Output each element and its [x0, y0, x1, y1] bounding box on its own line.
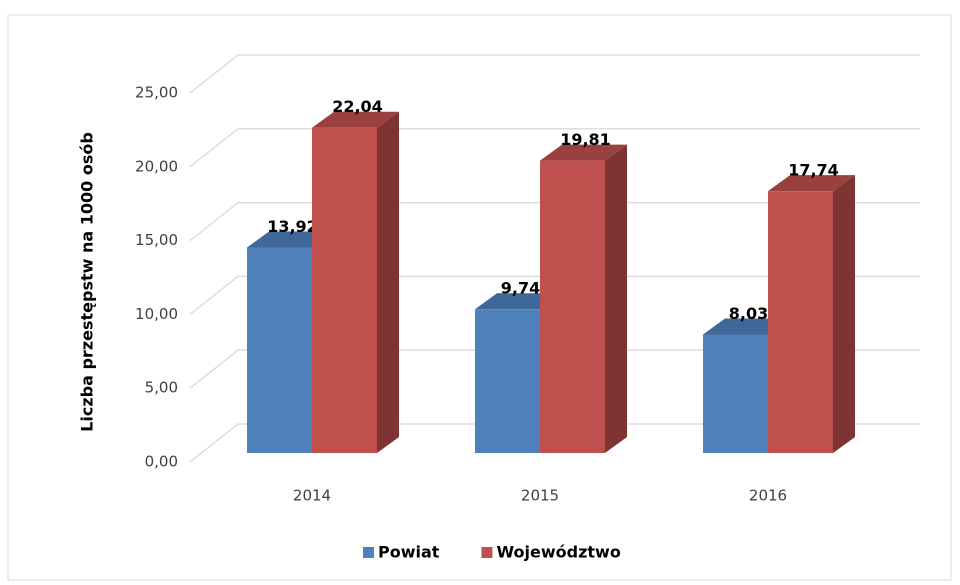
bar [540, 160, 605, 453]
x-tick-label: 2014 [293, 487, 331, 505]
bar [703, 334, 768, 453]
bar [312, 127, 377, 453]
bar [768, 191, 833, 453]
data-label: 17,74 [788, 161, 839, 180]
bar-side [833, 175, 855, 453]
grid-line [189, 201, 920, 242]
bar-side [377, 111, 399, 453]
y-tick-label: 10,00 [135, 305, 178, 323]
x-tick-label: 2015 [521, 487, 559, 505]
grid-line [189, 423, 920, 463]
y-tick-label: 20,00 [135, 157, 178, 175]
bar-side [605, 144, 627, 453]
grid-line [189, 54, 920, 94]
data-label: 22,04 [332, 97, 383, 116]
data-label: 8,03 [729, 304, 768, 323]
data-label: 9,74 [501, 279, 540, 298]
legend-label: Województwo [496, 543, 620, 562]
grid-line [189, 275, 920, 315]
bar-top [768, 175, 855, 192]
data-label: 13,92 [267, 217, 318, 236]
bar [475, 309, 540, 453]
data-label: 19,81 [560, 130, 611, 149]
y-tick-label: 15,00 [135, 231, 178, 249]
grid-line [189, 349, 920, 389]
grid-line [189, 128, 920, 168]
bar-top [540, 144, 627, 161]
y-tick-label: 25,00 [135, 84, 178, 102]
y-axis-label: Liczba przestępstw na 1000 osób [78, 132, 97, 432]
bar-top [312, 111, 399, 128]
x-tick-label: 2016 [749, 487, 787, 505]
legend-swatch [363, 547, 374, 558]
legend-swatch [481, 547, 493, 558]
bar [247, 247, 312, 453]
legend-label: Powiat [378, 543, 440, 562]
y-tick-label: 5,00 [145, 379, 178, 397]
y-tick-label: 0,00 [145, 453, 178, 471]
